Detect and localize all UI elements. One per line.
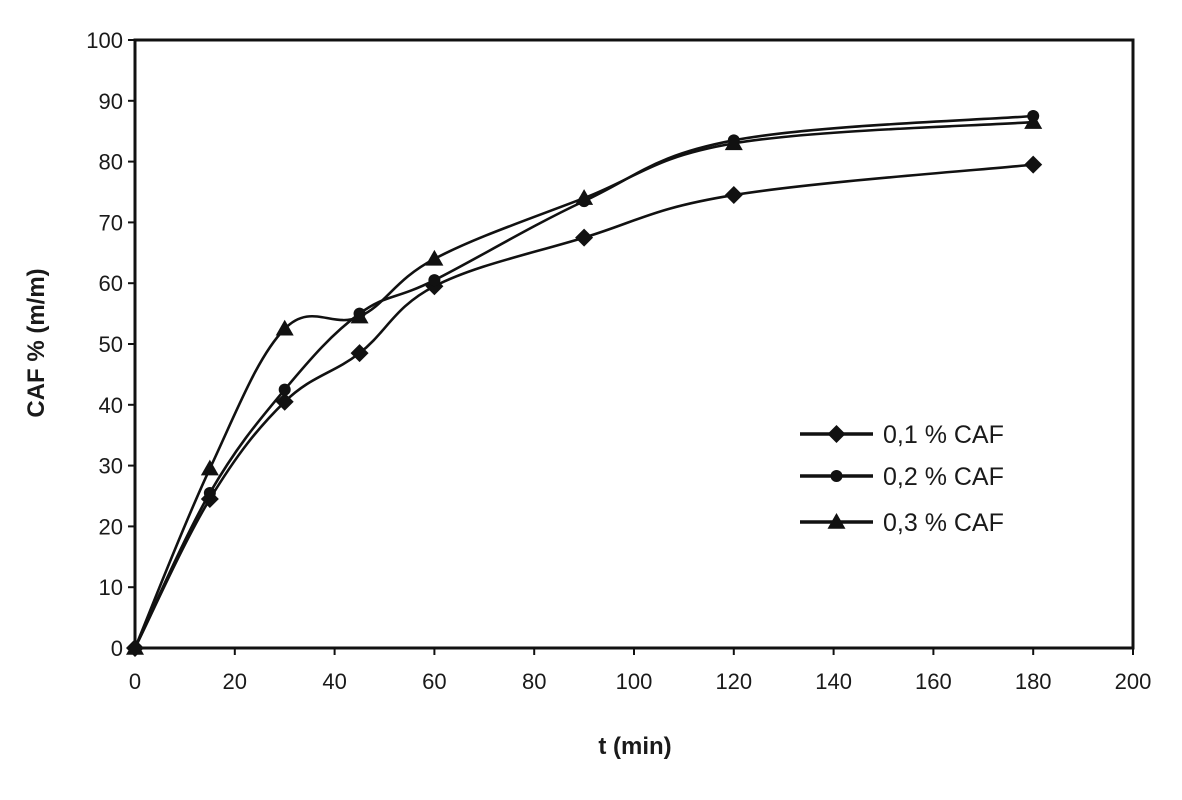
series-line [133,120,1034,649]
series-layer [126,110,1043,657]
data-point-triangle [1024,113,1043,129]
legend-marker-triangle [827,513,846,529]
legend-item: 0,2 % CAF [800,463,1004,491]
series-line [133,163,1034,649]
x-tick-label: 0 [129,669,141,694]
x-tick-label: 40 [322,669,346,694]
data-point-triangle [425,249,444,266]
x-tick-label: 120 [715,669,752,694]
y-tick-label: 40 [99,393,123,418]
y-tick-label: 20 [99,514,123,539]
y-tick-label: 100 [86,28,123,53]
data-point-triangle [350,307,369,324]
data-point-diamond [350,344,369,363]
data-point-circle [428,274,441,287]
legend-label: 0,1 % CAF [883,421,1004,449]
legend-label: 0,3 % CAF [883,509,1004,537]
data-point-diamond [1024,155,1043,174]
y-tick-label: 50 [99,332,123,357]
x-tick-label: 160 [915,669,952,694]
data-point-triangle [575,189,594,205]
y-tick-label: 70 [99,210,123,235]
plot-area [133,38,1135,650]
legend-marker-circle [830,470,843,482]
x-tick-label: 180 [1015,669,1052,694]
x-axis-title: t (min) [598,733,671,760]
y-axis-title: CAF % (m/m) [23,268,50,417]
series-1 [126,155,1043,657]
data-point-triangle [126,639,144,655]
y-tick-label: 0 [111,636,123,661]
y-tick-label: 60 [99,271,123,296]
plot-border [133,38,1135,650]
y-tick-label: 30 [99,454,123,479]
legend-item: 0,1 % CAF [800,421,1004,449]
y-axis: 0 10 20 30 40 50 60 70 80 90 100 [86,28,135,661]
y-tick-label: 10 [99,575,123,600]
y-tick-label: 90 [99,89,123,114]
data-point-circle [203,486,216,499]
legend-label: 0,2 % CAF [883,463,1004,491]
data-point-circle [278,383,291,396]
x-tick-label: 100 [616,669,653,694]
data-point-triangle [200,459,219,476]
legend-item: 0,3 % CAF [800,509,1004,537]
y-tick-label: 80 [99,150,123,175]
x-tick-label: 200 [1115,669,1152,694]
data-point-diamond [275,392,294,411]
x-axis: 0 20 40 60 80 100 120 140 160 180 200 [129,648,1151,694]
data-point-diamond [575,228,594,247]
legend: 0,1 % CAF 0,2 % CAF 0,3 % CAF [800,421,1004,537]
data-point-triangle [275,319,294,336]
series-line [133,114,1034,649]
x-tick-label: 60 [422,669,446,694]
x-tick-label: 80 [522,669,546,694]
x-tick-label: 140 [815,669,852,694]
legend-marker-diamond [827,425,846,443]
data-point-diamond [724,186,743,205]
data-point-triangle [724,134,743,151]
series-3 [126,113,1043,655]
x-tick-label: 20 [223,669,247,694]
